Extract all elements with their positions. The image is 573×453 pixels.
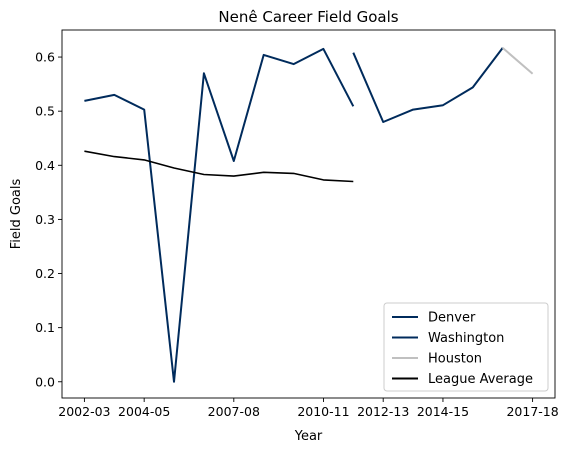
legend-label: Denver (428, 311, 476, 326)
legend-label: Washington (428, 331, 504, 346)
y-tick-label: 0.5 (35, 104, 55, 119)
series-line-houston (503, 48, 533, 74)
series-line-league-average (84, 151, 353, 181)
x-tick-label: 2007-08 (208, 404, 260, 419)
x-tick-label: 2017-18 (506, 404, 558, 419)
legend: Denver Washington Houston League Average (384, 303, 548, 391)
y-axis-label: Field Goals (9, 179, 24, 250)
chart-title: Nenê Career Field Goals (218, 8, 398, 26)
legend-label: League Average (428, 372, 533, 387)
legend-label: Houston (428, 352, 482, 367)
y-tick-label: 0.6 (35, 50, 55, 65)
x-tick-label: 2004-05 (118, 404, 170, 419)
x-axis-label: Year (294, 429, 323, 444)
x-tick-label: 2010-11 (297, 404, 349, 419)
x-tick-label: 2012-13 (357, 404, 409, 419)
series-line-washington (353, 48, 502, 122)
y-tick-label: 0.0 (35, 374, 55, 389)
series-line-denver (84, 49, 353, 382)
y-tick-label: 0.4 (35, 158, 55, 173)
x-tick-label: 2014-15 (417, 404, 469, 419)
x-tick-label: 2002-03 (58, 404, 110, 419)
y-tick-label: 0.1 (35, 320, 55, 335)
y-tick-label: 0.3 (35, 212, 55, 227)
y-tick-label: 0.2 (35, 266, 55, 281)
